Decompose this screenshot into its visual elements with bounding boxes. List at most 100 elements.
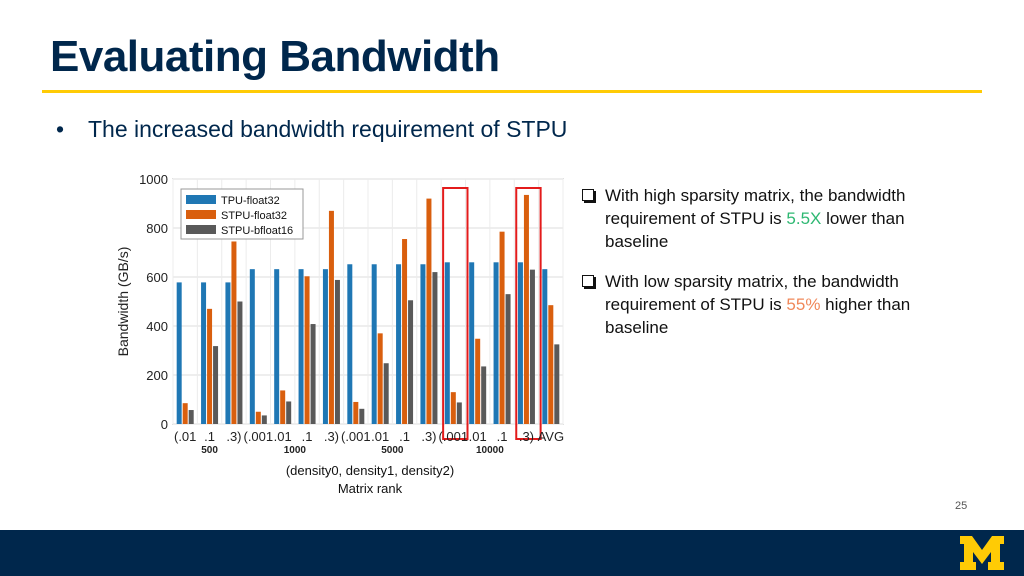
x-tick-label: AVG bbox=[538, 429, 565, 444]
bar-tpu-float32 bbox=[347, 264, 353, 424]
x-tick-label: .3) bbox=[324, 429, 339, 444]
bar-stpu-bfloat16 bbox=[505, 294, 511, 424]
y-tick-label: 800 bbox=[146, 221, 168, 236]
x-tick-label: .3) bbox=[519, 429, 534, 444]
bar-stpu-float32 bbox=[475, 338, 481, 424]
bar-tpu-float32 bbox=[444, 262, 450, 424]
bar-stpu-float32 bbox=[377, 333, 383, 424]
bar-stpu-bfloat16 bbox=[359, 408, 365, 424]
y-axis-label: Bandwidth (GB/s) bbox=[115, 247, 131, 357]
bar-tpu-float32 bbox=[201, 282, 207, 424]
bar-tpu-float32 bbox=[469, 262, 475, 424]
bar-stpu-bfloat16 bbox=[334, 279, 340, 424]
legend-swatch bbox=[186, 225, 216, 234]
bar-stpu-float32 bbox=[231, 241, 237, 424]
x-tick-label: (.01 bbox=[174, 429, 196, 444]
bar-tpu-float32 bbox=[517, 262, 523, 424]
checkbox-bullet-icon bbox=[582, 189, 594, 201]
checkbox-bullet-icon bbox=[582, 275, 594, 287]
bar-tpu-float32 bbox=[249, 269, 255, 424]
bar-tpu-float32 bbox=[371, 264, 377, 424]
bar-stpu-float32 bbox=[207, 308, 213, 424]
bar-stpu-bfloat16 bbox=[213, 346, 219, 424]
bar-stpu-float32 bbox=[523, 194, 529, 424]
bar-stpu-float32 bbox=[548, 305, 554, 424]
bar-stpu-float32 bbox=[182, 403, 188, 424]
note-text-pre: With high sparsity matrix, the bandwidth… bbox=[605, 186, 906, 228]
bar-stpu-float32 bbox=[304, 276, 310, 424]
bar-stpu-bfloat16 bbox=[237, 301, 243, 424]
bar-stpu-bfloat16 bbox=[261, 415, 267, 424]
highlight-box bbox=[515, 187, 542, 440]
bar-stpu-float32 bbox=[499, 231, 505, 424]
x-tick-label: .1 bbox=[399, 429, 410, 444]
x-tick-label: (.001 bbox=[341, 429, 371, 444]
footer-bar bbox=[0, 530, 1024, 576]
bar-stpu-bfloat16 bbox=[188, 410, 194, 424]
bar-stpu-float32 bbox=[255, 411, 261, 424]
y-tick-label: 600 bbox=[146, 270, 168, 285]
bar-tpu-float32 bbox=[542, 269, 548, 424]
bar-tpu-float32 bbox=[420, 264, 426, 424]
y-tick-label: 0 bbox=[161, 417, 168, 432]
bar-stpu-float32 bbox=[280, 390, 286, 424]
x-group-label: 10000 bbox=[476, 445, 504, 456]
x-group-label: 500 bbox=[201, 445, 218, 456]
x-tick-label: .1 bbox=[302, 429, 313, 444]
note-text-pre: With low sparsity matrix, the bandwidth … bbox=[605, 272, 899, 314]
bar-stpu-bfloat16 bbox=[481, 366, 487, 424]
page-title: Evaluating Bandwidth bbox=[50, 32, 500, 81]
notes-panel: With high sparsity matrix, the bandwidth… bbox=[580, 184, 920, 356]
note-high-sparsity: With high sparsity matrix, the bandwidth… bbox=[580, 184, 920, 253]
x-group-label: 5000 bbox=[381, 445, 404, 456]
chart-caption-densities: (density0, density1, density2) bbox=[285, 463, 455, 478]
note-text-post: lower than baseline bbox=[605, 209, 905, 251]
bar-stpu-float32 bbox=[353, 401, 359, 424]
bar-stpu-bfloat16 bbox=[310, 324, 316, 424]
bar-tpu-float32 bbox=[322, 269, 328, 424]
legend-swatch bbox=[186, 210, 216, 219]
bar-tpu-float32 bbox=[176, 282, 182, 424]
bullet-text: The increased bandwidth requirement of S… bbox=[88, 116, 568, 142]
bar-stpu-bfloat16 bbox=[554, 344, 560, 424]
bar-stpu-float32 bbox=[328, 210, 334, 424]
x-tick-label: .01 bbox=[371, 429, 389, 444]
y-tick-label: 200 bbox=[146, 368, 168, 383]
legend-label: TPU-float32 bbox=[221, 195, 280, 207]
y-tick-label: 400 bbox=[146, 319, 168, 334]
bar-stpu-bfloat16 bbox=[529, 269, 535, 424]
title-divider bbox=[42, 90, 982, 93]
university-block-m-logo bbox=[960, 536, 1004, 570]
bar-stpu-bfloat16 bbox=[408, 300, 414, 424]
bullet-point: • The increased bandwidth requirement of … bbox=[56, 116, 567, 143]
note-text-post: higher than baseline bbox=[605, 295, 911, 337]
note-highlight: 55% bbox=[786, 295, 821, 314]
bar-stpu-bfloat16 bbox=[456, 402, 462, 424]
bar-tpu-float32 bbox=[298, 269, 304, 424]
x-tick-label: .01 bbox=[274, 429, 292, 444]
bar-tpu-float32 bbox=[396, 264, 402, 424]
x-tick-label: (.001 bbox=[243, 429, 273, 444]
bar-stpu-bfloat16 bbox=[286, 401, 292, 424]
x-tick-label: (.001 bbox=[438, 429, 468, 444]
x-tick-label: .3) bbox=[421, 429, 436, 444]
x-group-label: 1000 bbox=[284, 445, 307, 456]
legend-label: STPU-bfloat16 bbox=[221, 225, 293, 237]
bar-tpu-float32 bbox=[225, 282, 231, 424]
bar-stpu-float32 bbox=[402, 239, 408, 424]
bar-stpu-bfloat16 bbox=[432, 272, 438, 424]
y-tick-label: 1000 bbox=[139, 172, 168, 187]
bar-tpu-float32 bbox=[493, 262, 499, 424]
bullet-dot: • bbox=[56, 116, 65, 142]
x-tick-label: .1 bbox=[204, 429, 215, 444]
legend-label: STPU-float32 bbox=[221, 210, 287, 222]
page-number: 25 bbox=[955, 500, 968, 512]
bar-stpu-float32 bbox=[426, 198, 432, 424]
x-tick-label: .01 bbox=[469, 429, 487, 444]
x-tick-label: .3) bbox=[226, 429, 241, 444]
highlight-box bbox=[442, 187, 469, 440]
note-highlight: 5.5X bbox=[786, 209, 822, 228]
bandwidth-chart: 0 200 400 600 800 1000 Bandwidth (GB/s) (.01 .1.… bbox=[115, 172, 565, 456]
bar-stpu-bfloat16 bbox=[383, 363, 389, 424]
bar-stpu-float32 bbox=[450, 392, 456, 424]
